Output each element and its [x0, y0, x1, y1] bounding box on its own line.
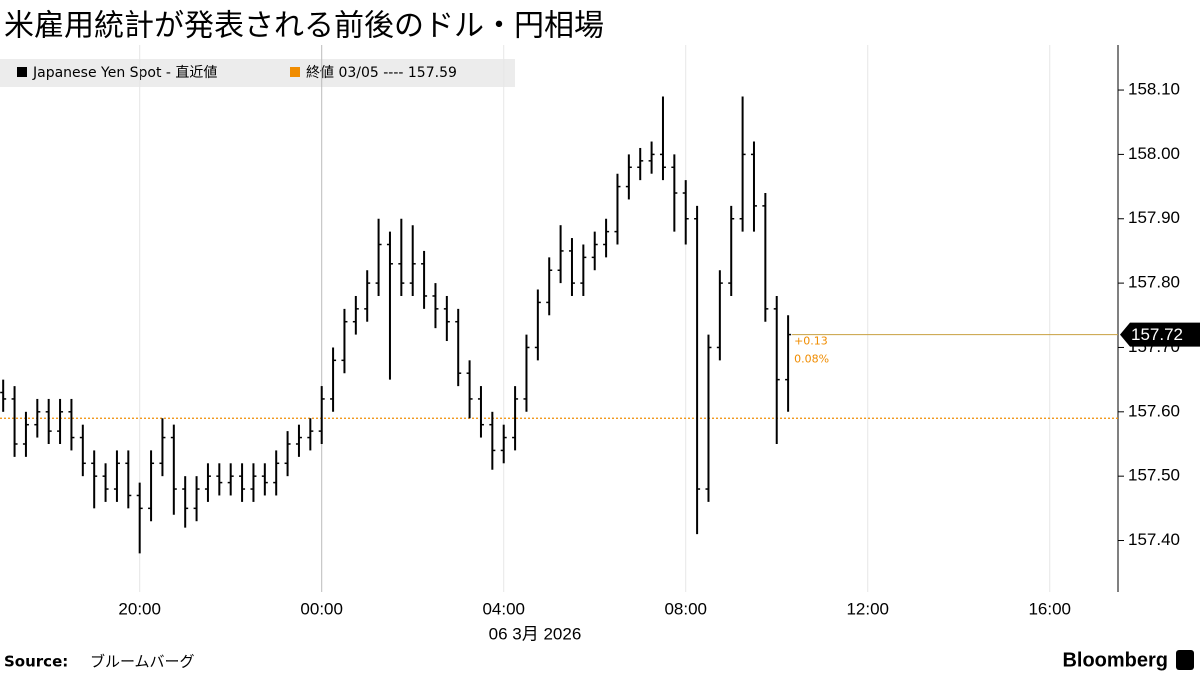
- change-label: +0.13: [794, 335, 828, 348]
- y-tick-label: 158.00: [1128, 144, 1180, 163]
- source-label: Source:: [4, 653, 68, 671]
- legend-swatch: [290, 67, 300, 77]
- last-price-label: 157.72: [1131, 325, 1183, 344]
- x-tick-label: 08:00: [664, 599, 707, 618]
- x-tick-label: 20:00: [118, 599, 161, 618]
- source: ブルームバーグ: [90, 653, 195, 671]
- x-tick-label: 16:00: [1028, 599, 1071, 618]
- last-price-flag: [1120, 322, 1200, 347]
- change-pct-label: 0.08%: [794, 353, 829, 366]
- legend-label: 終値 03/05 ---- 157.59: [306, 65, 457, 81]
- y-tick-label: 157.40: [1128, 530, 1180, 549]
- x-tick-label: 12:00: [846, 599, 889, 618]
- y-tick-label: 157.80: [1128, 273, 1180, 292]
- brand: Bloomberg: [1062, 649, 1168, 671]
- y-tick-label: 158.10: [1128, 80, 1180, 99]
- y-tick-label: 157.50: [1128, 466, 1180, 485]
- x-tick-label: 04:00: [482, 599, 525, 618]
- brand-icon: [1176, 650, 1194, 670]
- y-tick-label: 157.60: [1128, 401, 1180, 420]
- legend-swatch: [17, 67, 27, 77]
- x-tick-label: 00:00: [300, 599, 343, 618]
- chart-title: 米雇用統計が発表される前後のドル・円相場: [4, 9, 604, 44]
- legend-label: Japanese Yen Spot - 直近値: [32, 64, 217, 81]
- legend-box: [0, 59, 515, 87]
- y-tick-label: 157.90: [1128, 208, 1180, 227]
- x-axis-label: 06 3月 2026: [489, 624, 582, 643]
